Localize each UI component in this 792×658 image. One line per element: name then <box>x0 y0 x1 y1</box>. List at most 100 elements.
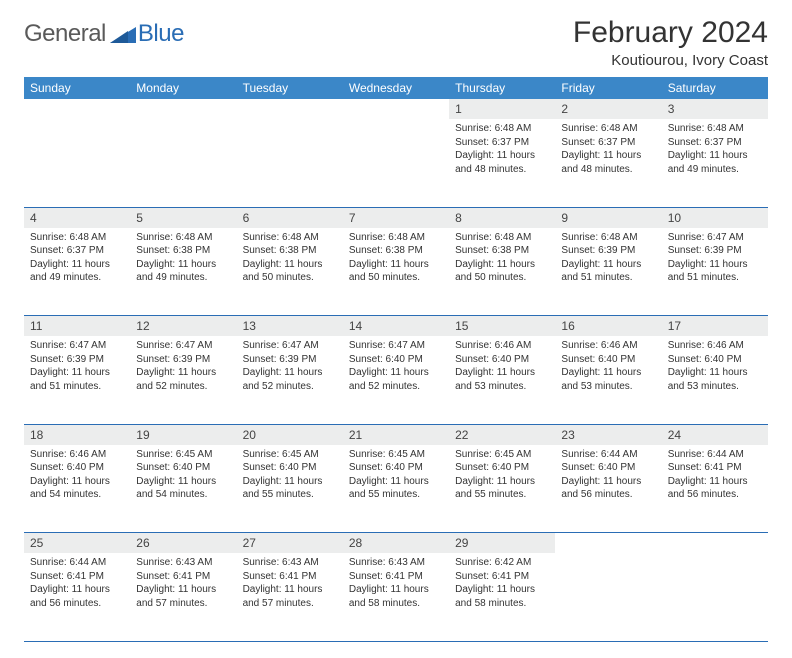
daynum-cell: 4 <box>24 207 130 228</box>
day-cell: Sunrise: 6:44 AMSunset: 6:40 PMDaylight:… <box>555 445 661 533</box>
sunrise-text: Sunrise: 6:45 AM <box>243 448 337 462</box>
sunset-text: Sunset: 6:39 PM <box>668 244 762 258</box>
sunset-text: Sunset: 6:40 PM <box>455 353 549 367</box>
day-number: 6 <box>237 208 343 228</box>
day-number: 22 <box>449 425 555 445</box>
day-cell: Sunrise: 6:47 AMSunset: 6:39 PMDaylight:… <box>237 336 343 424</box>
day-cell: Sunrise: 6:47 AMSunset: 6:39 PMDaylight:… <box>24 336 130 424</box>
daynum-cell: 13 <box>237 316 343 337</box>
sunset-text: Sunset: 6:37 PM <box>668 136 762 150</box>
day-number: 20 <box>237 425 343 445</box>
sunrise-text: Sunrise: 6:46 AM <box>561 339 655 353</box>
daynum-cell <box>555 533 661 554</box>
sunset-text: Sunset: 6:40 PM <box>455 461 549 475</box>
day-row: Sunrise: 6:46 AMSunset: 6:40 PMDaylight:… <box>24 445 768 533</box>
header: General Blue February 2024 Koutiourou, I… <box>24 16 768 69</box>
day-header: Thursday <box>449 77 555 99</box>
day-details: Sunrise: 6:48 AMSunset: 6:38 PMDaylight:… <box>130 228 236 289</box>
day-number: 19 <box>130 425 236 445</box>
daynum-cell: 25 <box>24 533 130 554</box>
location: Koutiourou, Ivory Coast <box>573 52 768 69</box>
sunset-text: Sunset: 6:38 PM <box>136 244 230 258</box>
day-number: 2 <box>555 99 661 119</box>
daynum-cell: 14 <box>343 316 449 337</box>
day-cell: Sunrise: 6:46 AMSunset: 6:40 PMDaylight:… <box>662 336 768 424</box>
day-number: 18 <box>24 425 130 445</box>
day-cell: Sunrise: 6:46 AMSunset: 6:40 PMDaylight:… <box>555 336 661 424</box>
day-details: Sunrise: 6:44 AMSunset: 6:40 PMDaylight:… <box>555 445 661 506</box>
day-number: 14 <box>343 316 449 336</box>
daylight-text: Daylight: 11 hours and 57 minutes. <box>136 583 230 610</box>
day-cell: Sunrise: 6:48 AMSunset: 6:37 PMDaylight:… <box>662 119 768 207</box>
day-row: Sunrise: 6:48 AMSunset: 6:37 PMDaylight:… <box>24 119 768 207</box>
sunset-text: Sunset: 6:41 PM <box>30 570 124 584</box>
sunrise-text: Sunrise: 6:43 AM <box>349 556 443 570</box>
day-header-row: Sunday Monday Tuesday Wednesday Thursday… <box>24 77 768 99</box>
day-cell: Sunrise: 6:47 AMSunset: 6:39 PMDaylight:… <box>662 228 768 316</box>
day-header: Friday <box>555 77 661 99</box>
day-cell <box>555 553 661 641</box>
sunrise-text: Sunrise: 6:48 AM <box>136 231 230 245</box>
day-header: Monday <box>130 77 236 99</box>
triangle-icon <box>110 21 136 48</box>
day-number: 28 <box>343 533 449 553</box>
day-cell <box>237 119 343 207</box>
sunrise-text: Sunrise: 6:48 AM <box>243 231 337 245</box>
day-cell: Sunrise: 6:43 AMSunset: 6:41 PMDaylight:… <box>237 553 343 641</box>
sunrise-text: Sunrise: 6:47 AM <box>668 231 762 245</box>
day-cell: Sunrise: 6:45 AMSunset: 6:40 PMDaylight:… <box>237 445 343 533</box>
day-cell <box>24 119 130 207</box>
day-details: Sunrise: 6:47 AMSunset: 6:40 PMDaylight:… <box>343 336 449 397</box>
day-cell: Sunrise: 6:46 AMSunset: 6:40 PMDaylight:… <box>24 445 130 533</box>
day-details: Sunrise: 6:48 AMSunset: 6:39 PMDaylight:… <box>555 228 661 289</box>
daylight-text: Daylight: 11 hours and 56 minutes. <box>561 475 655 502</box>
daylight-text: Daylight: 11 hours and 53 minutes. <box>455 366 549 393</box>
day-details: Sunrise: 6:48 AMSunset: 6:37 PMDaylight:… <box>555 119 661 180</box>
day-details: Sunrise: 6:43 AMSunset: 6:41 PMDaylight:… <box>237 553 343 614</box>
day-header: Sunday <box>24 77 130 99</box>
daylight-text: Daylight: 11 hours and 56 minutes. <box>668 475 762 502</box>
daynum-cell: 21 <box>343 424 449 445</box>
month-title: February 2024 <box>573 16 768 50</box>
sunrise-text: Sunrise: 6:47 AM <box>349 339 443 353</box>
day-details: Sunrise: 6:45 AMSunset: 6:40 PMDaylight:… <box>237 445 343 506</box>
sunset-text: Sunset: 6:40 PM <box>561 353 655 367</box>
sunrise-text: Sunrise: 6:48 AM <box>561 122 655 136</box>
sunrise-text: Sunrise: 6:47 AM <box>136 339 230 353</box>
day-cell: Sunrise: 6:47 AMSunset: 6:39 PMDaylight:… <box>130 336 236 424</box>
sunset-text: Sunset: 6:40 PM <box>30 461 124 475</box>
daynum-cell <box>24 99 130 119</box>
daynum-cell <box>130 99 236 119</box>
daynum-row: 18192021222324 <box>24 424 768 445</box>
day-cell: Sunrise: 6:48 AMSunset: 6:39 PMDaylight:… <box>555 228 661 316</box>
day-row: Sunrise: 6:48 AMSunset: 6:37 PMDaylight:… <box>24 228 768 316</box>
sunset-text: Sunset: 6:41 PM <box>136 570 230 584</box>
sunset-text: Sunset: 6:40 PM <box>136 461 230 475</box>
day-details: Sunrise: 6:43 AMSunset: 6:41 PMDaylight:… <box>130 553 236 614</box>
daynum-cell: 2 <box>555 99 661 119</box>
day-row: Sunrise: 6:44 AMSunset: 6:41 PMDaylight:… <box>24 553 768 641</box>
daynum-cell: 17 <box>662 316 768 337</box>
daylight-text: Daylight: 11 hours and 54 minutes. <box>136 475 230 502</box>
day-details: Sunrise: 6:47 AMSunset: 6:39 PMDaylight:… <box>237 336 343 397</box>
sunrise-text: Sunrise: 6:48 AM <box>30 231 124 245</box>
daylight-text: Daylight: 11 hours and 55 minutes. <box>349 475 443 502</box>
day-header: Tuesday <box>237 77 343 99</box>
sunrise-text: Sunrise: 6:46 AM <box>455 339 549 353</box>
day-number: 27 <box>237 533 343 553</box>
sunrise-text: Sunrise: 6:42 AM <box>455 556 549 570</box>
sunset-text: Sunset: 6:41 PM <box>668 461 762 475</box>
daynum-cell: 26 <box>130 533 236 554</box>
daynum-row: 45678910 <box>24 207 768 228</box>
daynum-cell: 27 <box>237 533 343 554</box>
day-details: Sunrise: 6:48 AMSunset: 6:38 PMDaylight:… <box>449 228 555 289</box>
daynum-cell: 16 <box>555 316 661 337</box>
daylight-text: Daylight: 11 hours and 49 minutes. <box>136 258 230 285</box>
logo-text-blue: Blue <box>138 20 184 48</box>
day-cell: Sunrise: 6:43 AMSunset: 6:41 PMDaylight:… <box>343 553 449 641</box>
sunset-text: Sunset: 6:37 PM <box>455 136 549 150</box>
daynum-cell: 19 <box>130 424 236 445</box>
day-details: Sunrise: 6:47 AMSunset: 6:39 PMDaylight:… <box>24 336 130 397</box>
day-number: 12 <box>130 316 236 336</box>
daylight-text: Daylight: 11 hours and 50 minutes. <box>243 258 337 285</box>
